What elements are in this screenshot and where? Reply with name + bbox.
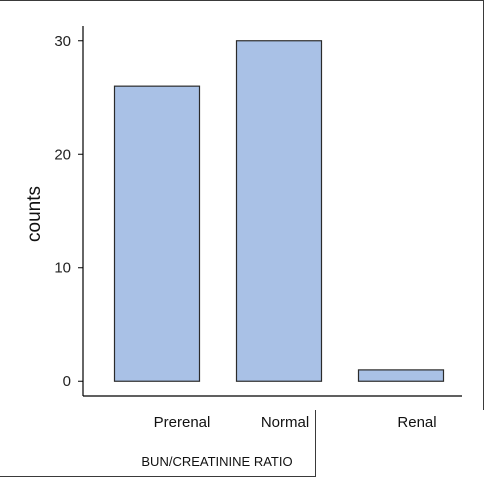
bar-normal xyxy=(235,40,323,382)
y-axis-title: counts xyxy=(24,186,45,242)
x-axis-title: BUN/CREATININE RATIO xyxy=(141,454,292,469)
x-tick-label-prerenal: Prerenal xyxy=(154,414,211,431)
x-tick-label-renal: Renal xyxy=(397,414,436,431)
y-tick-label-10: 10 xyxy=(54,260,71,277)
bar-renal xyxy=(357,369,445,382)
bar-prerenal xyxy=(113,85,201,382)
y-tick-label-0: 0 xyxy=(63,373,71,390)
plot-area: 0 10 20 30 Prerenal Normal Renal xyxy=(54,26,462,431)
y-tick-label-20: 20 xyxy=(54,146,71,163)
y-tick-label-30: 30 xyxy=(54,33,71,50)
x-tick-label-normal: Normal xyxy=(261,414,309,431)
